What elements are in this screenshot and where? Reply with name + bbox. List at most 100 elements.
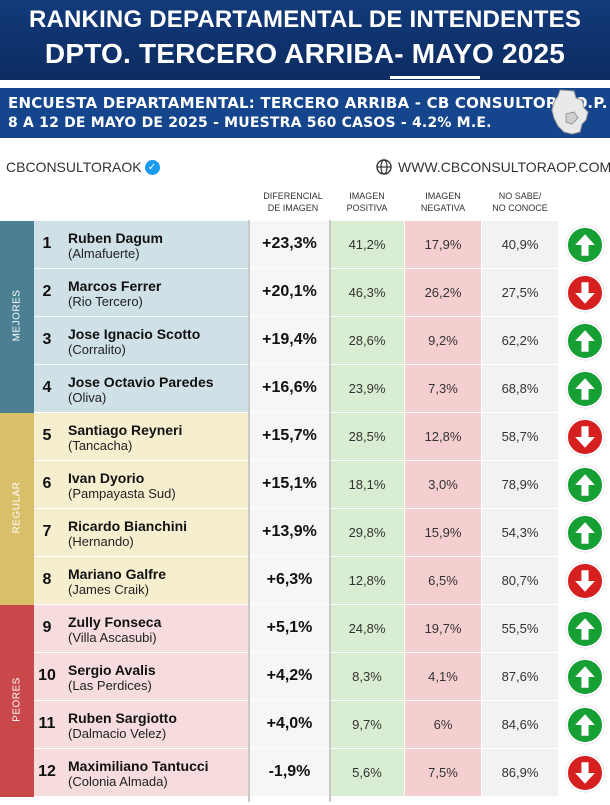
no-sabe-value: 55,5% xyxy=(501,621,539,636)
negative-cell: 6,5% xyxy=(405,557,481,605)
no-sabe-value: 27,5% xyxy=(501,285,539,300)
positive-value: 29,8% xyxy=(348,525,386,540)
candidate-location: (Corralito) xyxy=(68,342,126,357)
candidate-location: (Oliva) xyxy=(68,390,107,405)
positive-cell: 18,1% xyxy=(330,461,404,509)
positive-value: 46,3% xyxy=(348,285,386,300)
diff-value: +23,3% xyxy=(262,235,317,252)
column-header-positive-line2: POSITIVA xyxy=(346,203,388,213)
no-sabe-value: 68,8% xyxy=(501,381,539,396)
negative-value: 7,5% xyxy=(428,765,458,780)
survey-info-line-2: 8 A 12 DE MAYO DE 2025 - MUESTRA 560 CAS… xyxy=(8,115,492,131)
website-label: WWW.CBCONSULTORAOP.COM xyxy=(376,159,610,175)
arrow-up-icon xyxy=(566,226,604,264)
no-sabe-cell: 40,9% xyxy=(482,221,558,269)
positive-value: 12,8% xyxy=(348,573,386,588)
rank-number: 2 xyxy=(42,283,52,300)
column-header-diff-line1: DIFERENCIAL xyxy=(263,191,323,201)
negative-value: 9,2% xyxy=(428,333,458,348)
negative-cell: 7,3% xyxy=(405,365,481,413)
positive-value: 5,6% xyxy=(352,765,382,780)
negative-cell: 15,9% xyxy=(405,509,481,557)
title-line-2: DPTO. TERCERO ARRIBA- MAYO 2025 xyxy=(44,38,566,69)
rank-number: 5 xyxy=(42,427,52,444)
table-row xyxy=(34,749,248,797)
rank-number: 1 xyxy=(42,235,52,252)
positive-value: 41,2% xyxy=(348,237,386,252)
title-banner: RANKING DEPARTAMENTAL DE INTENDENTES DPT… xyxy=(0,0,610,80)
negative-value: 3,0% xyxy=(428,477,458,492)
rank-number: 12 xyxy=(38,763,56,780)
diff-cell: +5,1% xyxy=(250,605,329,653)
no-sabe-value: 87,6% xyxy=(501,669,539,684)
column-header-diff: DIFERENCIAL DE IMAGEN xyxy=(252,190,334,214)
arrow-down-icon xyxy=(566,274,604,312)
diff-cell: +15,1% xyxy=(250,461,329,509)
no-sabe-cell: 58,7% xyxy=(482,413,558,461)
arrow-down-icon xyxy=(566,754,604,792)
diff-cell: -1,9% xyxy=(250,749,329,797)
table-row xyxy=(34,461,248,509)
column-header-positive: IMAGEN POSITIVA xyxy=(330,190,404,214)
positive-value: 18,1% xyxy=(348,477,386,492)
diff-cell: +4,0% xyxy=(250,701,329,749)
column-header-negative: IMAGEN NEGATIVA xyxy=(405,190,481,214)
table-row xyxy=(34,269,248,317)
candidate-name: Jose Ignacio Scotto xyxy=(68,326,201,342)
group-label: PEORES xyxy=(11,677,23,722)
province-map-icon xyxy=(551,89,589,135)
diff-value: +15,7% xyxy=(262,427,317,444)
column-header-no-sabe-line1: NO SABE/ xyxy=(498,191,542,201)
diff-value: +5,1% xyxy=(266,619,313,636)
column-header-no-sabe: NO SABE/ NO CONOCE xyxy=(482,190,558,214)
positive-cell: 5,6% xyxy=(330,749,404,797)
positive-cell: 23,9% xyxy=(330,365,404,413)
negative-value: 19,7% xyxy=(424,621,462,636)
arrow-up-icon xyxy=(566,706,604,744)
rank-number: 11 xyxy=(38,715,56,732)
positive-cell: 29,8% xyxy=(330,509,404,557)
negative-cell: 12,8% xyxy=(405,413,481,461)
candidate-name: Ivan Dyorio xyxy=(68,470,145,486)
candidate-location: (Almafuerte) xyxy=(68,246,140,261)
candidate-name: Maximiliano Tantucci xyxy=(68,758,209,774)
arrow-down-icon xyxy=(566,418,604,456)
candidate-location: (Tancacha) xyxy=(68,438,133,453)
no-sabe-value: 40,9% xyxy=(501,237,539,252)
candidate-name: Zully Fonseca xyxy=(68,614,162,630)
negative-value: 6,5% xyxy=(428,573,458,588)
positive-value: 8,3% xyxy=(352,669,382,684)
website-text: WWW.CBCONSULTORAOP.COM xyxy=(398,159,610,175)
diff-cell: +20,1% xyxy=(250,269,329,317)
table-row xyxy=(34,365,248,413)
diff-value: +4,0% xyxy=(266,715,313,732)
diff-value: +16,6% xyxy=(262,379,317,396)
rank-number: 6 xyxy=(42,475,52,492)
column-header-negative-line2: NEGATIVA xyxy=(420,203,466,213)
arrow-up-icon xyxy=(566,322,604,360)
no-sabe-cell: 80,7% xyxy=(482,557,558,605)
positive-cell: 9,7% xyxy=(330,701,404,749)
title-line-1: RANKING DEPARTAMENTAL DE INTENDENTES xyxy=(28,6,582,33)
arrow-up-icon xyxy=(566,514,604,552)
negative-value: 12,8% xyxy=(424,429,462,444)
negative-cell: 26,2% xyxy=(405,269,481,317)
no-sabe-value: 54,3% xyxy=(501,525,539,540)
no-sabe-cell: 86,9% xyxy=(482,749,558,797)
table-row xyxy=(34,221,248,269)
arrow-down-icon xyxy=(566,562,604,600)
positive-cell: 24,8% xyxy=(330,605,404,653)
candidate-location: (Dalmacio Velez) xyxy=(68,726,167,741)
no-sabe-value: 58,7% xyxy=(501,429,539,444)
table-row xyxy=(34,653,248,701)
no-sabe-cell: 68,8% xyxy=(482,365,558,413)
negative-cell: 17,9% xyxy=(405,221,481,269)
negative-value: 17,9% xyxy=(424,237,462,252)
positive-value: 23,9% xyxy=(348,381,386,396)
candidate-name: Sergio Avalis xyxy=(68,662,156,678)
candidate-location: (Rio Tercero) xyxy=(68,294,143,309)
negative-cell: 7,5% xyxy=(405,749,481,797)
positive-cell: 28,5% xyxy=(330,413,404,461)
positive-cell: 8,3% xyxy=(330,653,404,701)
verified-badge-icon: ✓ xyxy=(144,159,160,175)
